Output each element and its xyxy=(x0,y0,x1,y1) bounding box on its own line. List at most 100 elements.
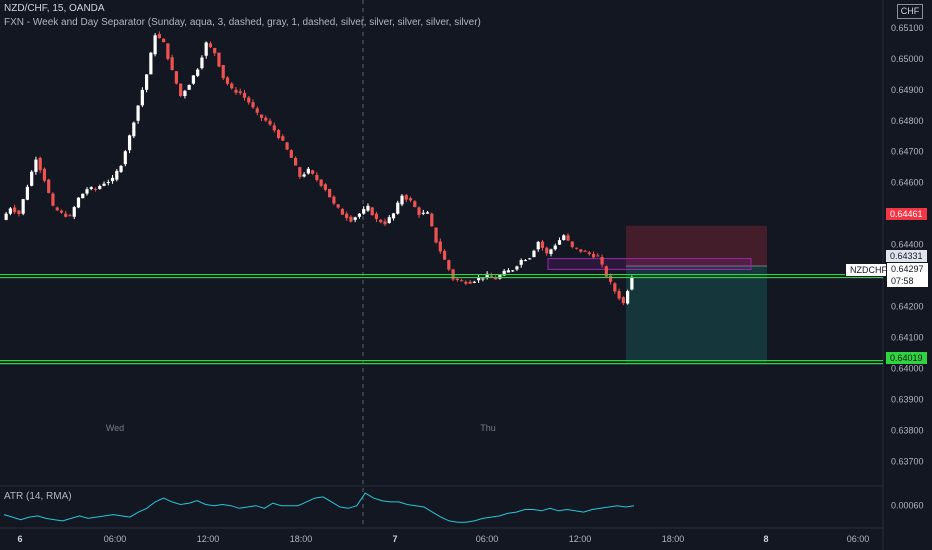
candle-body xyxy=(132,122,136,137)
candle-body xyxy=(153,35,157,55)
candle-body xyxy=(293,157,298,166)
candle-body xyxy=(145,74,149,90)
atr-line xyxy=(3,492,635,523)
candle-body xyxy=(553,245,557,250)
candle-body xyxy=(532,250,536,258)
candle-body xyxy=(421,212,425,214)
candle-body xyxy=(557,240,562,245)
bar-countdown: 07:58 xyxy=(891,276,914,286)
price-axis-label: 0.63900 xyxy=(891,394,924,404)
candle-body xyxy=(251,102,255,108)
candle-body xyxy=(383,221,387,225)
candle-body xyxy=(174,71,178,84)
candle-body xyxy=(51,193,55,206)
day-label: Thu xyxy=(480,423,496,433)
price-axis-label: 0.64400 xyxy=(891,240,924,250)
candle-body xyxy=(366,205,370,211)
candle-body xyxy=(289,150,293,158)
time-axis-label: 18:00 xyxy=(290,534,313,544)
candle-body xyxy=(259,114,264,118)
price-axis-label: 0.64000 xyxy=(891,364,924,374)
candle-body xyxy=(400,195,404,205)
candle-body xyxy=(221,65,225,79)
atr-axis-label: 0.00060 xyxy=(891,501,924,511)
stop-zone xyxy=(626,225,767,267)
candle-body xyxy=(591,253,596,258)
candle-body xyxy=(579,249,583,252)
candle-body xyxy=(583,250,587,252)
candle-body xyxy=(540,241,545,248)
candle-body xyxy=(604,266,608,277)
candle-body xyxy=(613,283,617,292)
candle-body xyxy=(600,257,604,265)
price-axis-label: 0.64800 xyxy=(891,116,924,126)
candle-body xyxy=(34,159,38,172)
candle-body xyxy=(472,281,476,283)
candle-body xyxy=(59,210,64,213)
candle-body xyxy=(230,83,234,89)
candle-body xyxy=(13,207,17,213)
candle-body xyxy=(17,210,21,215)
candle-body xyxy=(315,174,319,180)
candle-body xyxy=(8,208,12,214)
candle-body xyxy=(498,275,502,279)
candle-body xyxy=(494,277,498,280)
time-axis-label: 18:00 xyxy=(662,534,685,544)
target-zone xyxy=(626,266,767,363)
price-axis-label: 0.64100 xyxy=(891,333,924,343)
candle-body xyxy=(93,188,98,190)
candle-body xyxy=(323,184,327,190)
candle-body xyxy=(276,130,281,138)
candle-body xyxy=(81,193,85,199)
candle-body xyxy=(374,213,379,220)
candle-body xyxy=(191,75,196,84)
candle-body xyxy=(417,207,421,216)
candle-body xyxy=(430,213,434,227)
stop-price-tag: 0.64461 xyxy=(886,208,927,220)
candle-body xyxy=(319,179,323,186)
atr-pane: 0.00060 xyxy=(3,492,924,523)
candle-body xyxy=(98,185,102,189)
last-price-value: 0.64297 xyxy=(891,264,924,274)
candle-body xyxy=(340,209,345,215)
candle-body xyxy=(387,217,391,223)
candle-body xyxy=(379,219,383,223)
candle-body xyxy=(396,202,400,214)
price-axis-label: 0.63700 xyxy=(891,456,924,466)
currency-badge[interactable]: CHF xyxy=(897,4,923,19)
indicator-title[interactable]: FXN - Week and Day Separator (Sunday, aq… xyxy=(4,17,481,28)
atr-title[interactable]: ATR (14, RMA) xyxy=(4,491,72,502)
candle-body xyxy=(566,235,570,241)
candle-body xyxy=(362,209,366,214)
candle-body xyxy=(140,89,144,106)
time-axis-label: 06:00 xyxy=(104,534,127,544)
candle-body xyxy=(298,167,302,177)
candle-body xyxy=(213,48,217,54)
candle-body xyxy=(345,213,349,219)
symbol-title[interactable]: NZD/CHF, 15, OANDA xyxy=(4,3,105,14)
last-price-tag: 0.64297 07:58 xyxy=(886,262,929,288)
candle-body xyxy=(247,97,251,103)
candle-body xyxy=(562,235,566,240)
candle-body xyxy=(264,117,268,121)
candle-body xyxy=(204,42,208,56)
candle-body xyxy=(621,297,625,304)
time-axis-label: 06:00 xyxy=(847,534,870,544)
time-axis-label: 8 xyxy=(763,534,768,544)
candle-body xyxy=(119,165,123,172)
price-axis-label: 0.64700 xyxy=(891,147,924,157)
candle-body xyxy=(268,120,272,125)
candle-body xyxy=(76,197,81,208)
candle-body xyxy=(38,157,42,171)
candle-body xyxy=(285,142,289,150)
candle-body xyxy=(464,281,468,284)
candle-body xyxy=(162,38,166,43)
candle-body xyxy=(281,136,285,141)
candle-body xyxy=(4,213,8,220)
candle-body xyxy=(574,247,579,249)
candle-body xyxy=(353,217,357,220)
candle-body xyxy=(115,170,119,180)
candle-body xyxy=(626,291,630,304)
